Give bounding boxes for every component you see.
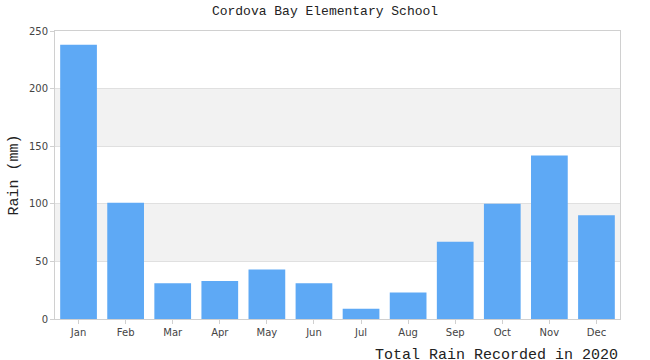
svg-text:Rain (mm): Rain (mm) <box>6 134 23 215</box>
svg-text:Dec: Dec <box>587 327 606 338</box>
svg-text:50: 50 <box>35 256 48 267</box>
svg-text:Jan: Jan <box>70 327 86 338</box>
svg-text:0: 0 <box>42 314 48 325</box>
svg-text:Feb: Feb <box>117 327 135 338</box>
svg-text:Aug: Aug <box>398 327 418 338</box>
svg-text:Apr: Apr <box>211 327 229 338</box>
svg-text:Cordova Bay Elementary School: Cordova Bay Elementary School <box>212 4 438 19</box>
svg-text:250: 250 <box>29 26 48 37</box>
svg-text:Jul: Jul <box>354 327 367 338</box>
svg-text:Nov: Nov <box>540 327 560 338</box>
svg-text:150: 150 <box>29 141 48 152</box>
svg-text:Oct: Oct <box>494 327 511 338</box>
svg-text:Sep: Sep <box>446 327 465 338</box>
svg-text:Mar: Mar <box>163 327 183 338</box>
svg-text:100: 100 <box>29 198 48 209</box>
svg-text:200: 200 <box>29 83 48 94</box>
svg-text:May: May <box>257 327 278 338</box>
svg-text:Jun: Jun <box>305 327 322 338</box>
svg-text:Total Rain Recorded in 2020: Total Rain Recorded in 2020 <box>375 347 618 360</box>
